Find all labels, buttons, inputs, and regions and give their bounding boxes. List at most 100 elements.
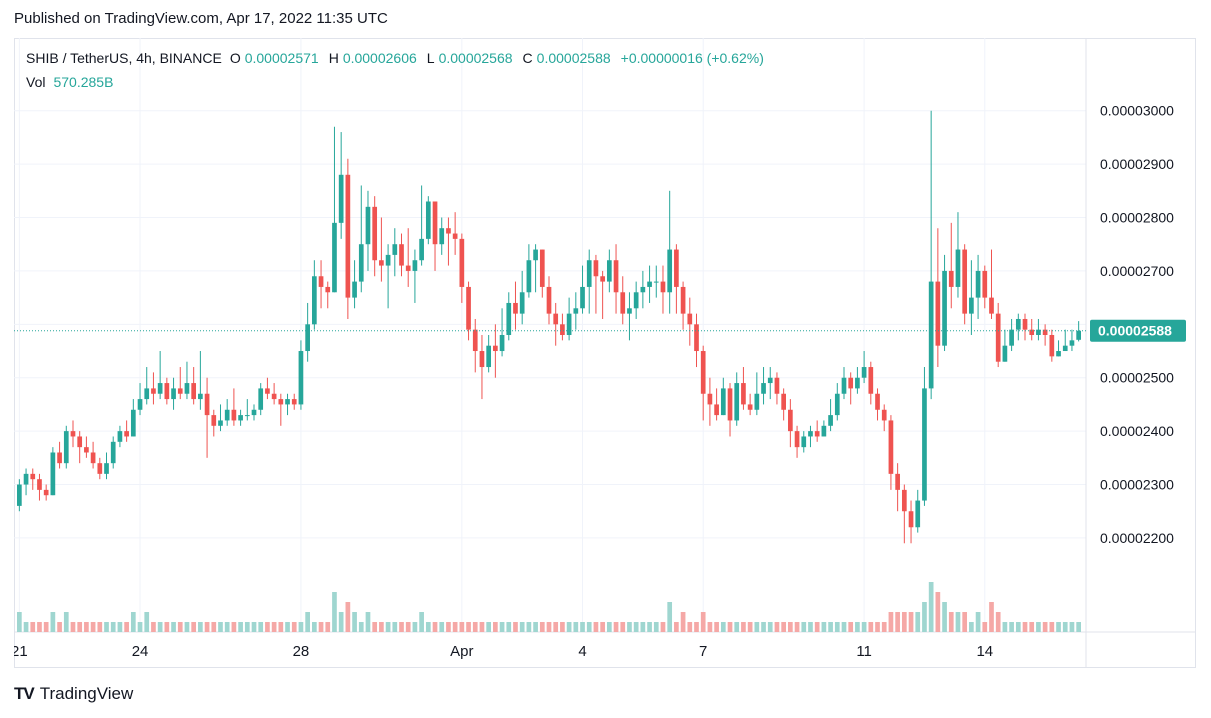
volume-bar: [707, 622, 713, 632]
candle-body: [513, 302, 518, 314]
tradingview-brand[interactable]: TV TradingView: [14, 684, 133, 704]
candle-body: [741, 383, 746, 405]
volume-bar: [1069, 622, 1075, 632]
candle-body: [560, 324, 565, 335]
volume-bar: [720, 622, 726, 632]
candle-body: [439, 228, 445, 245]
candle-body: [211, 415, 217, 426]
candle-body: [379, 260, 384, 266]
volume-bar: [1022, 622, 1028, 632]
volume-bar: [57, 622, 62, 632]
volume-bar: [452, 622, 458, 632]
volume-bar: [1009, 622, 1014, 632]
volume-bar: [1029, 622, 1035, 632]
high-value: 0.00002606: [342, 50, 417, 66]
candle-body: [727, 388, 733, 421]
candle-body: [1076, 330, 1081, 340]
candle-body: [613, 260, 619, 293]
y-tick-label: 0.00002200: [1100, 530, 1174, 546]
volume-bar: [955, 612, 961, 632]
candle-body: [1056, 351, 1061, 357]
volume-bar: [506, 622, 512, 632]
candle-body: [922, 388, 927, 501]
volume-bar: [466, 622, 471, 632]
candle-body: [325, 286, 331, 293]
symbol-label: SHIB / TetherUS, 4h, BINANCE: [26, 50, 222, 66]
volume-bar: [63, 612, 69, 632]
volume-bar: [982, 622, 988, 632]
volume-bar: [432, 622, 438, 632]
volume-bar: [177, 622, 183, 632]
ohlc-legend: SHIB / TetherUS, 4h, BINANCE O 0.00002571 H…: [26, 50, 774, 66]
brand-name: TradingView: [39, 684, 134, 703]
volume-bar: [84, 622, 89, 632]
candle-body: [801, 436, 807, 448]
candle-body: [151, 388, 156, 394]
volume-bar: [117, 622, 123, 632]
candle-body: [30, 473, 36, 480]
volume-bar: [1049, 622, 1055, 632]
volume-legend: Vol 570.285B: [26, 74, 113, 90]
candle-body: [720, 388, 726, 416]
candle-body: [935, 281, 941, 346]
volume-bar: [17, 612, 22, 632]
volume-bar: [881, 622, 887, 632]
candle-body: [204, 393, 210, 416]
candle-body: [580, 286, 585, 309]
volume-bar: [855, 622, 860, 632]
volume-bar: [995, 612, 1001, 632]
candle-body: [566, 313, 572, 335]
candle-body: [278, 399, 284, 405]
volume-bar: [392, 622, 398, 632]
candle-body: [171, 388, 176, 400]
candle-body: [425, 201, 431, 239]
price-chart[interactable]: 0.00002200 0.00002300 0.00002400 0.00002500…: [14, 38, 1196, 668]
volume-bar: [586, 622, 592, 632]
y-tick-label: 0.00002500: [1100, 370, 1174, 386]
volume-bar: [593, 622, 599, 632]
candle-body: [667, 249, 673, 293]
volume-bar: [184, 622, 190, 632]
volume-bar: [640, 622, 646, 632]
candle-body: [1069, 340, 1075, 346]
candle-body: [392, 244, 398, 255]
candle-body: [405, 265, 411, 271]
x-tick-label: 21: [14, 643, 28, 660]
candle-body: [928, 281, 934, 389]
candle-body: [472, 329, 478, 352]
volume-bar: [265, 622, 270, 632]
candle-body: [1049, 335, 1055, 357]
candle-body: [164, 383, 170, 400]
candle-body: [1022, 318, 1028, 330]
volume-bar: [573, 622, 579, 632]
volume-bar: [258, 622, 264, 632]
volume-bar: [895, 612, 900, 632]
volume-bar: [633, 622, 639, 632]
volume-bar: [385, 622, 391, 632]
volume-bar: [472, 622, 478, 632]
candle-body: [63, 431, 69, 464]
candle-body: [311, 276, 317, 325]
candle-body: [875, 393, 880, 410]
volume-bar: [1076, 622, 1081, 632]
candle-body: [385, 254, 391, 266]
candle-body: [808, 431, 813, 437]
x-tick-label: 14: [976, 643, 993, 660]
volume-bar: [218, 622, 223, 632]
volume-bar: [305, 612, 310, 632]
candle-body: [908, 511, 914, 528]
candle-body: [888, 420, 894, 474]
volume-bar: [459, 622, 465, 632]
candle-body: [352, 281, 357, 298]
candle-body: [184, 383, 190, 394]
volume-bar: [788, 622, 793, 632]
volume-bar: [861, 622, 867, 632]
candle-body: [1002, 345, 1008, 362]
candle-body: [265, 388, 270, 394]
candle-body: [459, 238, 465, 287]
volume-bar: [425, 622, 431, 632]
candle-body: [526, 260, 532, 293]
candle-body: [593, 260, 599, 277]
volume-bar: [834, 622, 840, 632]
candle-body: [372, 206, 378, 261]
